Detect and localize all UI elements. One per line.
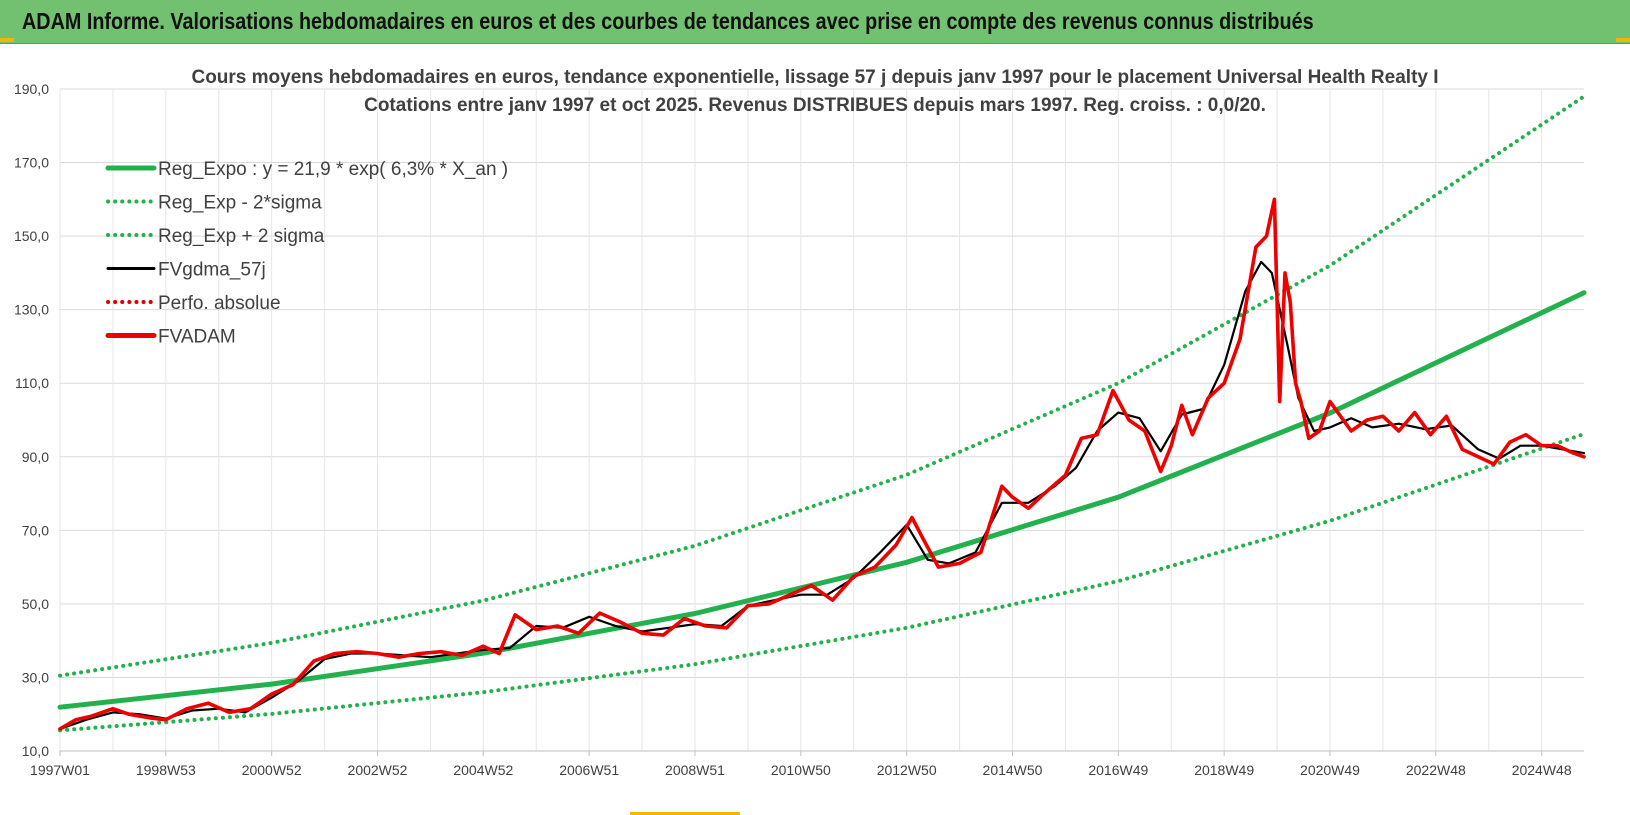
legend: Reg_Expo : y = 21,9 * exp( 6,3% * X_an )… [105, 159, 508, 348]
series-line-0 [57, 290, 1587, 710]
y-tick-label: 170,0 [14, 155, 49, 171]
y-tick-label: 130,0 [14, 302, 49, 318]
y-tick-label: 70,0 [22, 522, 49, 538]
legend-label: Reg_Exp + 2 sigma [158, 226, 325, 247]
x-tick-label: 2006W51 [559, 762, 619, 778]
series-line-3 [58, 260, 1586, 730]
x-tick-label: 2014W50 [983, 762, 1043, 778]
corner-mark [630, 812, 740, 815]
x-tick-label: 2018W49 [1194, 762, 1254, 778]
report-banner: ADAM Informe. Valorisations hebdomadaire… [0, 0, 1630, 44]
series-line-5 [58, 197, 1586, 731]
x-tick-label: 2022W48 [1406, 762, 1466, 778]
x-tick-label: 1998W53 [136, 762, 196, 778]
y-tick-label: 90,0 [22, 449, 49, 465]
series-line-1 [58, 432, 1586, 733]
legend-label: Perfo. absolue [158, 293, 281, 314]
series-line-2 [58, 94, 1586, 678]
series-layer [57, 94, 1587, 733]
y-tick-label: 50,0 [22, 596, 49, 612]
chart-title: Cours moyens hebdomadaires en euros, ten… [191, 67, 1438, 88]
y-tick-label: 190,0 [14, 81, 49, 97]
y-tick-label: 110,0 [15, 375, 49, 391]
gridlines [59, 88, 1584, 752]
chart-subtitle: Cotations entre janv 1997 et oct 2025. R… [364, 95, 1266, 116]
x-tick-label: 1997W01 [30, 762, 90, 778]
y-tick-label: 30,0 [22, 669, 49, 685]
x-tick-label: 2012W50 [877, 762, 937, 778]
x-tick-label: 2024W48 [1512, 762, 1572, 778]
legend-label: FVADAM [158, 327, 236, 348]
report-title: ADAM Informe. Valorisations hebdomadaire… [22, 8, 1314, 34]
x-tick-label: 2000W52 [242, 762, 302, 778]
corner-mark [0, 38, 14, 42]
x-tick-label: 2008W51 [665, 762, 725, 778]
y-tick-label: 10,0 [22, 743, 49, 759]
x-tick-label: 2020W49 [1300, 762, 1360, 778]
chart-svg: 10,0 30,0 50,0 70,0 90,0 110,0 130,0 150,0 170,0… [14, 67, 1587, 778]
y-tick-label: 150,0 [14, 228, 49, 244]
legend-label: Reg_Exp - 2*sigma [158, 193, 322, 214]
axes: 10,0 30,0 50,0 70,0 90,0 110,0 130,0 150,0 170,0… [14, 81, 1584, 778]
legend-label: Reg_Expo : y = 21,9 * exp( 6,3% * X_an ) [158, 159, 508, 180]
legend-label: FVgdma_57j [158, 260, 266, 281]
corner-mark [1616, 38, 1630, 42]
x-tick-label: 2010W50 [771, 762, 831, 778]
x-tick-label: 2002W52 [348, 762, 408, 778]
x-tick-label: 2016W49 [1088, 762, 1148, 778]
x-tick-label: 2004W52 [453, 762, 513, 778]
